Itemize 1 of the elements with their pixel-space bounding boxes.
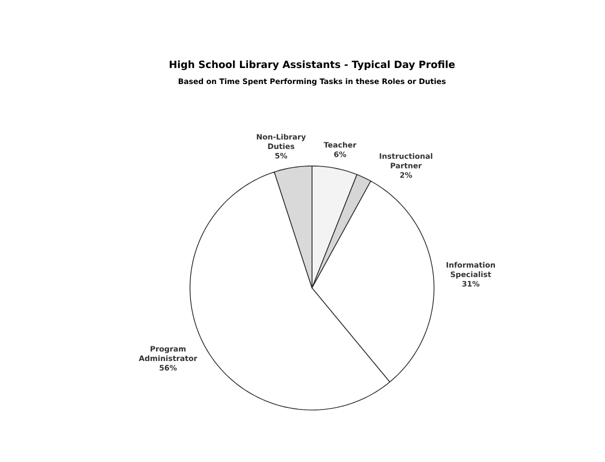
chart-title: High School Library Assistants - Typical Day Profile (170, 60, 455, 70)
